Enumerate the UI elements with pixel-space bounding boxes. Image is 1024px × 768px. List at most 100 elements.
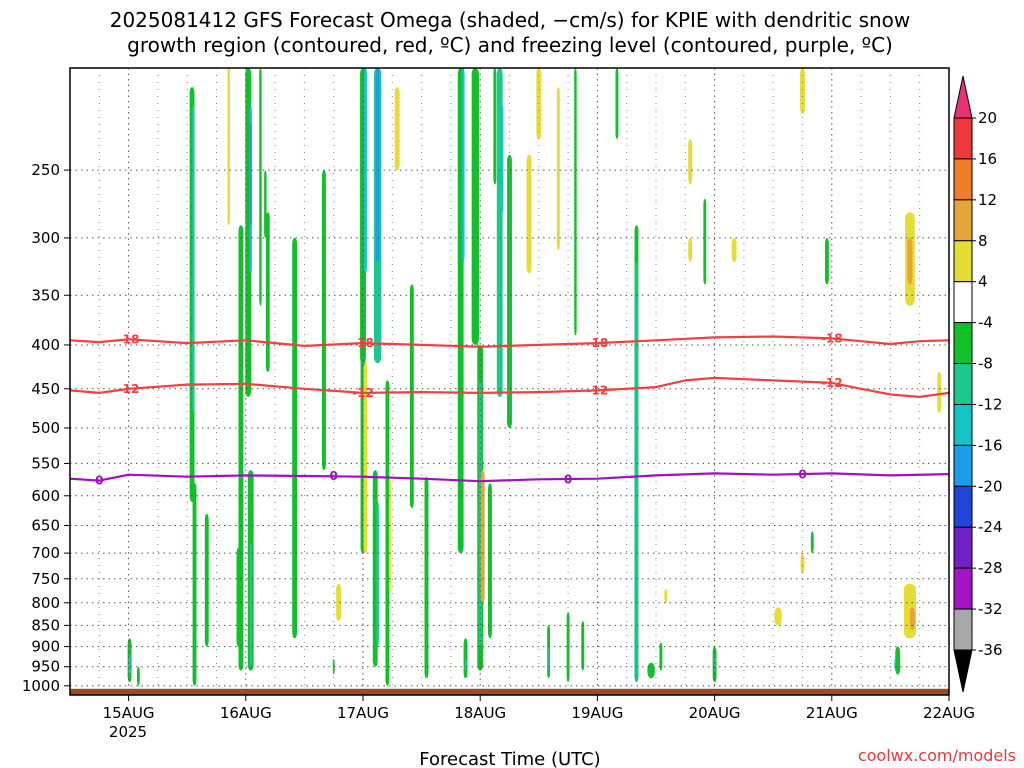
contour-lines: -18 -18 -18 -18 -12 -12 -12 -12 0 0 0 0 <box>70 331 949 488</box>
omega-shading-cell-54 <box>574 68 577 336</box>
omega-shading-cell-4 <box>191 105 195 413</box>
colorbar-segment-5 <box>953 322 973 365</box>
omega-shading-cell-53 <box>566 611 570 683</box>
x-axis-ticks: 15AUG 16AUG 17AUG 18AUG 19AUG 20AUG 21AUG 22AUG <box>103 695 975 722</box>
contour-line-1 <box>70 376 949 398</box>
omega-shading-layer <box>127 68 942 686</box>
omega-shading-cell-39 <box>471 68 479 345</box>
colorbar-label-9: -20 <box>978 477 1003 495</box>
omega-shading-cell-80 <box>937 371 942 413</box>
contour-label-1-0: -12 <box>118 382 140 396</box>
omega-shading-cell-37 <box>463 638 468 679</box>
omega-shading-cell-14 <box>249 542 252 667</box>
colorbar-label-13: -36 <box>978 641 1003 659</box>
y-tick-label-950: 950 <box>31 658 60 676</box>
credit-link[interactable]: coolwx.com/models <box>858 746 1016 765</box>
omega-shading-cell-62 <box>664 588 668 603</box>
colorbar-top-arrow <box>953 75 973 119</box>
contour-label-0-1: -18 <box>352 336 374 350</box>
omega-shading-cell-78 <box>895 646 901 675</box>
omega-shading-cell-34 <box>424 476 429 679</box>
x-tick-label-21AUG: 21AUG <box>806 704 858 722</box>
y-tick-label-900: 900 <box>31 638 60 656</box>
omega-shading-cell-70 <box>800 68 805 114</box>
omega-shading-cell-79 <box>894 658 897 671</box>
omega-shading-cell-47 <box>507 154 512 428</box>
ground-fill <box>70 688 949 695</box>
omega-shading-cell-25 <box>363 363 368 554</box>
x-tick-label-17AUG: 17AUG <box>337 704 389 722</box>
omega-shading-cell-60 <box>647 662 655 679</box>
omega-shading-cell-36 <box>461 68 465 262</box>
omega-shading-cell-17 <box>265 212 270 372</box>
x-tick-label-22AUG: 22AUG <box>923 704 975 722</box>
omega-shading-cell-12 <box>238 225 244 671</box>
contour-label-1-3: -12 <box>821 376 843 390</box>
colorbar-segment-9 <box>953 485 973 528</box>
omega-shading-cell-68 <box>731 237 737 262</box>
omega-shading-cell-71 <box>810 531 814 554</box>
colorbar-segment-4 <box>953 281 973 324</box>
omega-shading-cell-61 <box>659 642 663 671</box>
y-tick-label-500: 500 <box>31 419 60 437</box>
x-axis-label: Forecast Time (UTC) <box>419 749 600 768</box>
omega-shading-cell-32 <box>394 87 400 171</box>
plot-frame <box>69 67 950 696</box>
contour-label-2-3: 0 <box>798 468 806 482</box>
y-tick-label-800: 800 <box>31 594 60 612</box>
contour-label-0-2: -18 <box>587 336 609 350</box>
colorbar-label-4: 4 <box>978 273 988 291</box>
colorbar-label-2: 12 <box>978 191 997 209</box>
colorbar-segment-3 <box>953 240 973 283</box>
colorbar-label-3: 8 <box>978 232 988 250</box>
omega-shading-cell-69 <box>774 607 782 626</box>
omega-shading-cell-29 <box>376 501 379 647</box>
omega-shading-cell-51 <box>547 646 550 671</box>
y-tick-label-400: 400 <box>31 336 60 354</box>
omega-shading-cell-73 <box>824 237 829 285</box>
colorbar-segment-2 <box>953 199 973 242</box>
contour-label-2-2: 0 <box>564 472 572 486</box>
colorbar: 20 16 12 8 4 -4 -8 -12 -16 -20 -24 -28 -32 -36 <box>953 75 1003 693</box>
omega-shading-cell-38 <box>464 658 467 671</box>
y-axis-ticks: 250 300 350 400 450 500 550 600 650 700 750 800 850 9… <box>22 161 70 695</box>
omega-shading-cell-75 <box>907 237 913 285</box>
chart-title-line2: growth region (contoured, red, ºC) and f… <box>127 33 893 57</box>
y-tick-label-850: 850 <box>31 616 60 634</box>
omega-shading-cell-52 <box>556 87 560 251</box>
contour-line-0 <box>70 335 949 348</box>
colorbar-segment-6 <box>953 363 973 405</box>
omega-shading-cell-72 <box>800 553 805 574</box>
y-tick-label-300: 300 <box>31 229 60 247</box>
colorbar-label-6: -8 <box>978 355 993 373</box>
x-year-label: 2025 <box>109 723 147 741</box>
omega-shading-cell-20 <box>336 583 342 621</box>
y-tick-label-1000: 1000 <box>22 677 60 695</box>
omega-shading-cell-42 <box>480 470 485 603</box>
contour-label-1-2: -12 <box>587 383 609 397</box>
colorbar-label-12: -32 <box>978 600 1003 618</box>
omega-shading-cell-18 <box>292 237 298 639</box>
colorbar-segment-10 <box>953 526 973 569</box>
omega-shading-cell-65 <box>703 198 707 285</box>
omega-shading-cell-59 <box>635 295 638 679</box>
contour-label-0-0: -18 <box>118 332 140 346</box>
y-tick-label-450: 450 <box>31 380 60 398</box>
omega-shading-cell-43 <box>488 483 492 639</box>
y-tick-label-650: 650 <box>31 517 60 535</box>
omega-shading-cell-19 <box>321 170 326 471</box>
omega-shading-cell-55 <box>581 620 585 671</box>
x-tick-label-16AUG: 16AUG <box>220 704 272 722</box>
omega-shading-cell-23 <box>363 68 367 274</box>
chart-title-line1: 2025081412 GFS Forecast Omega (shaded, −… <box>110 8 911 32</box>
colorbar-label-1: 16 <box>978 150 997 168</box>
omega-shading-cell-5 <box>192 483 197 686</box>
y-tick-label-600: 600 <box>31 487 60 505</box>
omega-shading-cell-1 <box>128 654 131 675</box>
colorbar-segment-11 <box>953 567 973 610</box>
x-tick-label-18AUG: 18AUG <box>454 704 506 722</box>
omega-shading-cell-77 <box>909 607 915 630</box>
colorbar-label-11: -28 <box>978 559 1003 577</box>
omega-shading-cell-6 <box>204 513 209 647</box>
